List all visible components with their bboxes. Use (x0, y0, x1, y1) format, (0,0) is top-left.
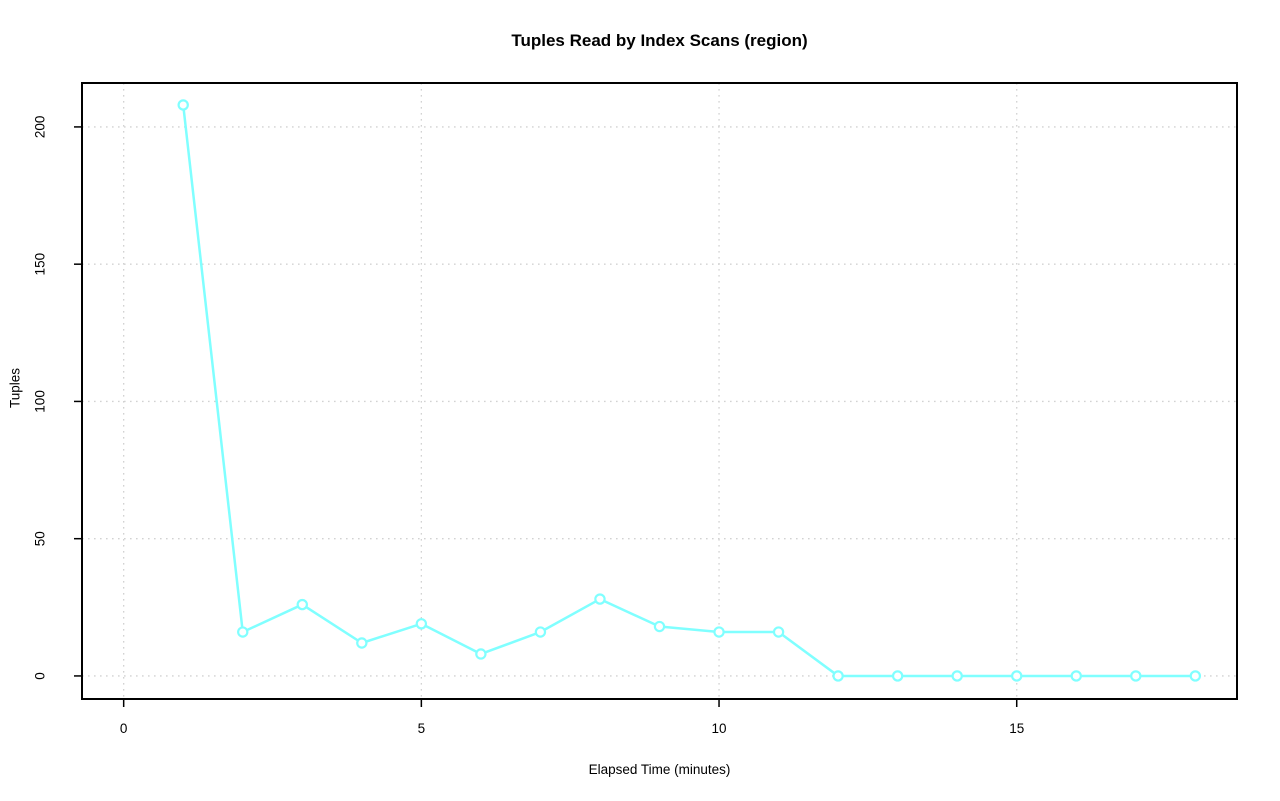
x-tick-label: 15 (1009, 721, 1024, 736)
data-point-marker (534, 626, 547, 638)
x-tick-label: 10 (712, 721, 727, 736)
y-tick-label: 0 (33, 672, 48, 680)
data-point-marker (772, 626, 785, 638)
data-point-marker (1011, 670, 1023, 682)
y-tick-label: 50 (33, 531, 48, 546)
data-point-marker (832, 670, 844, 682)
y-tick-label: 200 (33, 116, 48, 139)
x-tick-label: 0 (120, 721, 128, 736)
data-point-marker (296, 598, 308, 611)
y-tick-label: 100 (33, 390, 48, 413)
data-point-marker (177, 99, 189, 111)
data-point-marker (475, 648, 487, 660)
data-point-marker (1130, 670, 1142, 682)
data-point-marker (891, 670, 904, 682)
x-axis-title: Elapsed Time (minutes) (588, 762, 731, 777)
series-line (181, 103, 1197, 678)
data-point-marker (237, 626, 249, 638)
data-point-marker (653, 620, 666, 633)
data-point-marker (1070, 670, 1082, 682)
x-tick-label: 5 (418, 721, 426, 736)
data-point-marker (415, 618, 428, 630)
chart-title: Tuples Read by Index Scans (region) (511, 31, 808, 50)
plot-border (81, 82, 1238, 700)
data-point-marker (951, 670, 963, 682)
data-point-marker (594, 593, 606, 605)
data-point-marker (1189, 670, 1202, 682)
data-point-marker (713, 626, 725, 638)
y-tick-label: 150 (33, 253, 48, 276)
data-point-marker (356, 637, 368, 649)
